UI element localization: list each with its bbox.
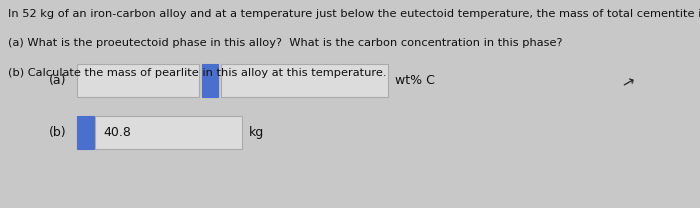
Text: 40.8: 40.8 bbox=[104, 126, 132, 139]
FancyBboxPatch shape bbox=[202, 64, 218, 97]
Text: (b) Calculate the mass of pearlite in this alloy at this temperature.: (b) Calculate the mass of pearlite in th… bbox=[8, 68, 387, 78]
Text: ↗: ↗ bbox=[620, 74, 636, 92]
Text: (b): (b) bbox=[49, 126, 66, 139]
Text: wt% C: wt% C bbox=[395, 74, 435, 87]
FancyBboxPatch shape bbox=[220, 64, 388, 97]
Text: (a): (a) bbox=[49, 74, 66, 87]
FancyBboxPatch shape bbox=[77, 64, 200, 97]
Text: kg: kg bbox=[249, 126, 265, 139]
Text: (a) What is the proeutectoid phase in this alloy?  What is the carbon concentrat: (a) What is the proeutectoid phase in th… bbox=[8, 38, 563, 48]
FancyBboxPatch shape bbox=[77, 116, 94, 149]
Text: In 52 kg of an iron-carbon alloy and at a temperature just below the eutectoid t: In 52 kg of an iron-carbon alloy and at … bbox=[8, 9, 700, 19]
FancyBboxPatch shape bbox=[95, 116, 242, 149]
